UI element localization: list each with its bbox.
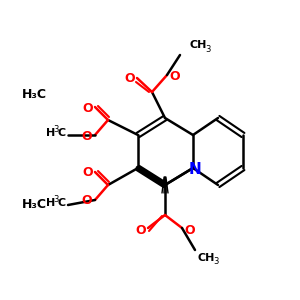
Text: 3: 3 bbox=[213, 257, 218, 266]
Text: O: O bbox=[125, 73, 135, 85]
Text: C: C bbox=[58, 128, 66, 138]
Text: 3: 3 bbox=[53, 124, 58, 134]
Text: H: H bbox=[46, 198, 55, 208]
Text: O: O bbox=[185, 224, 195, 236]
Text: O: O bbox=[82, 194, 92, 208]
Text: H: H bbox=[46, 128, 55, 138]
Text: CH: CH bbox=[190, 40, 207, 50]
Text: O: O bbox=[83, 101, 93, 115]
Text: N: N bbox=[189, 163, 201, 178]
Text: O: O bbox=[170, 70, 180, 83]
Text: CH: CH bbox=[198, 253, 215, 263]
Text: H₃C: H₃C bbox=[22, 199, 47, 212]
Text: 3: 3 bbox=[53, 194, 58, 203]
Text: H₃C: H₃C bbox=[22, 88, 47, 101]
Text: 3: 3 bbox=[205, 44, 210, 53]
Text: O: O bbox=[136, 224, 146, 236]
Text: O: O bbox=[83, 167, 93, 179]
Text: C: C bbox=[58, 198, 66, 208]
Text: O: O bbox=[82, 130, 92, 142]
